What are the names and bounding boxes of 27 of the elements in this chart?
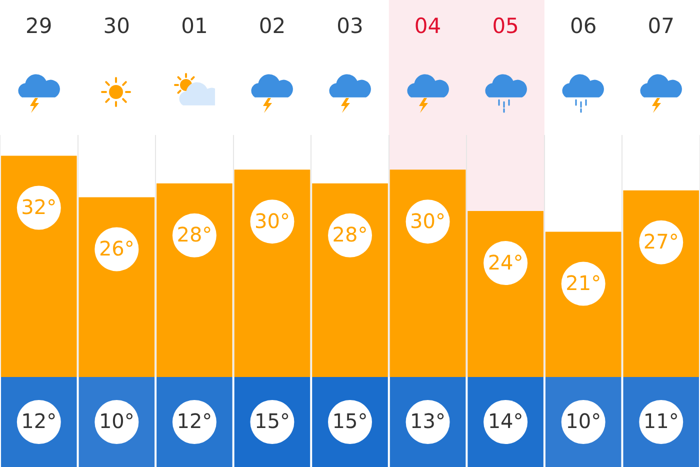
data-label: 12° (21, 409, 57, 434)
data-label: 10° (566, 409, 602, 434)
data-label: 28° (176, 222, 212, 247)
data-label: 30° (410, 208, 446, 233)
data-label: 15° (254, 409, 290, 434)
data-label: 13° (410, 409, 446, 434)
x-tick-label: 02 (258, 14, 286, 38)
x-tick-label: 29 (26, 14, 52, 38)
data-label: 28° (332, 222, 368, 247)
x-tick-label: 05 (492, 14, 519, 38)
data-label: 10° (98, 409, 134, 434)
data-label: 15° (332, 409, 368, 434)
x-tick-label: 07 (648, 14, 674, 38)
data-label: 32° (21, 194, 57, 219)
x-tick-label: 06 (570, 14, 597, 38)
data-label: 14° (488, 409, 524, 434)
x-tick-label: 01 (181, 14, 208, 38)
data-label: 30° (254, 208, 290, 233)
data-label: 21° (566, 271, 602, 296)
data-label: 26° (98, 236, 134, 260)
x-tick-label: 04 (414, 14, 442, 38)
data-label: 27° (643, 230, 679, 254)
data-label: 24° (488, 250, 524, 274)
x-tick-label: 03 (336, 14, 364, 38)
data-label: 11° (643, 409, 679, 434)
data-label: 12° (176, 409, 212, 434)
x-tick-label: 30 (103, 14, 130, 38)
